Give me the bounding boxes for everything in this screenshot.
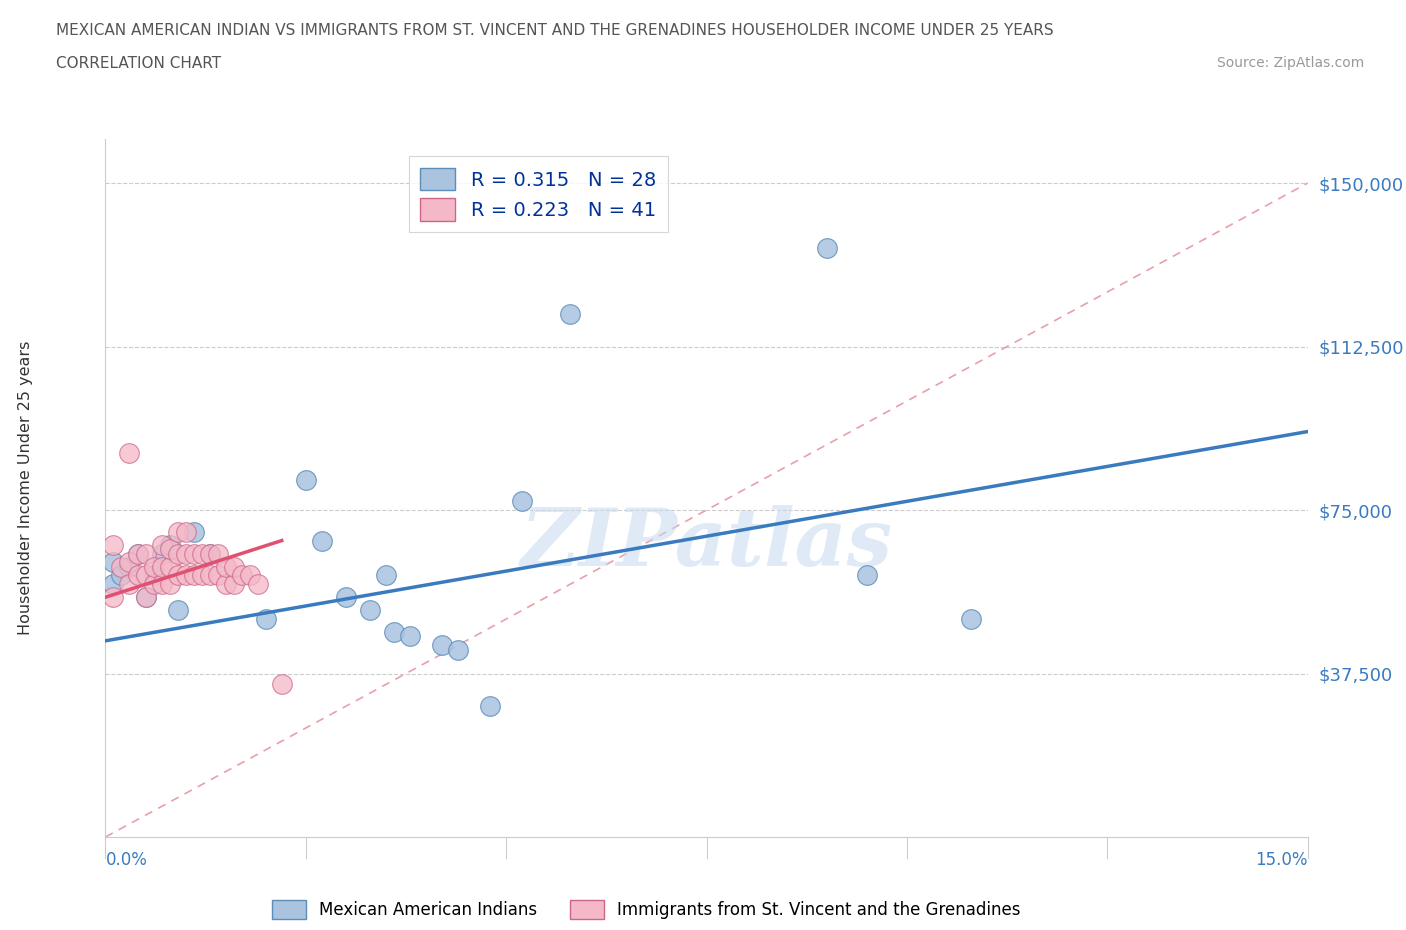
Point (118, 555, 141, 570)
Point (110, 568, 132, 583)
Point (103, 555, 125, 570)
Point (135, 568, 157, 583)
Point (127, 568, 149, 583)
Point (270, 677, 292, 692)
Point (190, 546, 212, 561)
Point (214, 559, 236, 574)
Point (254, 612, 277, 627)
Point (295, 472, 318, 487)
Point (159, 577, 181, 591)
Point (159, 542, 181, 557)
Point (222, 559, 245, 574)
Point (127, 546, 149, 561)
Point (150, 538, 173, 552)
Point (174, 525, 197, 539)
Point (214, 577, 236, 591)
Point (166, 546, 188, 561)
Point (174, 568, 197, 583)
Point (198, 568, 221, 583)
Point (207, 568, 229, 583)
Point (166, 525, 188, 539)
Point (142, 577, 165, 591)
Point (560, 307, 582, 322)
Point (222, 577, 245, 591)
Point (815, 241, 838, 256)
Point (399, 629, 422, 644)
Point (150, 577, 173, 591)
Point (135, 546, 157, 561)
Point (430, 638, 453, 653)
Point (239, 568, 262, 583)
Point (198, 546, 221, 561)
Point (447, 642, 470, 657)
Point (159, 559, 181, 574)
Text: Householder Income Under 25 years: Householder Income Under 25 years (18, 341, 32, 635)
Point (118, 559, 141, 574)
Point (183, 546, 205, 561)
Text: Source: ZipAtlas.com: Source: ZipAtlas.com (1216, 56, 1364, 70)
Point (231, 568, 253, 583)
Point (183, 568, 205, 583)
Point (150, 559, 173, 574)
Point (190, 568, 212, 583)
Point (246, 577, 269, 591)
Point (103, 538, 125, 552)
Point (183, 525, 205, 539)
Text: CORRELATION CHART: CORRELATION CHART (56, 56, 221, 71)
Point (359, 603, 381, 618)
Text: 15.0%: 15.0% (1256, 851, 1308, 869)
Point (142, 568, 165, 583)
Point (207, 546, 229, 561)
Text: 0.0%: 0.0% (105, 851, 148, 869)
Point (479, 698, 502, 713)
Point (127, 546, 149, 561)
Point (382, 625, 405, 640)
Point (166, 603, 188, 618)
Point (103, 577, 125, 591)
Text: MEXICAN AMERICAN INDIAN VS IMMIGRANTS FROM ST. VINCENT AND THE GRENADINES HOUSEH: MEXICAN AMERICAN INDIAN VS IMMIGRANTS FR… (56, 23, 1054, 38)
Point (118, 445, 141, 460)
Point (159, 538, 181, 552)
Point (135, 590, 157, 604)
Point (118, 577, 141, 591)
Text: ZIPatlas: ZIPatlas (520, 505, 893, 583)
Point (311, 533, 333, 548)
Point (150, 546, 173, 561)
Point (510, 494, 533, 509)
Point (166, 568, 188, 583)
Point (374, 568, 398, 583)
Point (198, 546, 221, 561)
Point (335, 590, 357, 604)
Point (142, 559, 165, 574)
Legend: R = 0.315   N = 28, R = 0.223   N = 41: R = 0.315 N = 28, R = 0.223 N = 41 (409, 156, 668, 232)
Point (174, 546, 197, 561)
Point (103, 590, 125, 604)
Point (110, 559, 132, 574)
Point (855, 568, 877, 583)
Point (960, 612, 983, 627)
Point (135, 590, 157, 604)
